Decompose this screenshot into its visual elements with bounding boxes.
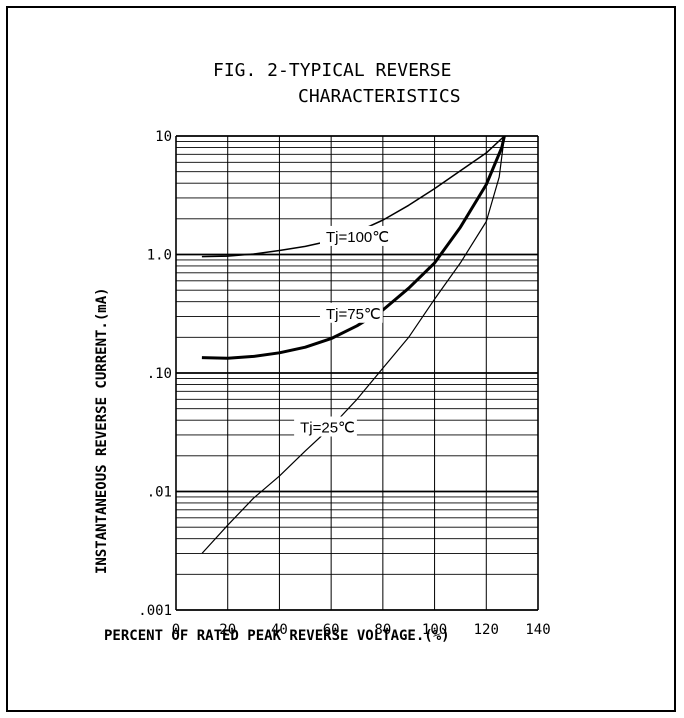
x-tick-label: 140 [525, 622, 550, 638]
y-tick-label: 10 [155, 129, 172, 145]
curve-label-bg [319, 302, 383, 323]
curve-label: Tj=100℃ [326, 229, 389, 246]
x-tick-label: 60 [323, 622, 340, 638]
curve-label: Tj=25℃ [300, 420, 355, 437]
y-tick-label: .01 [147, 485, 172, 501]
y-tick-label: 1.0 [147, 248, 172, 264]
grid [175, 135, 539, 611]
y-axis-label: INSTANTANEOUS REVERSE CURRENT.(mA) [94, 287, 110, 574]
curve-line [201, 135, 506, 360]
x-tick-label: 20 [219, 622, 236, 638]
chart-title: FIG. 2-TYPICAL REVERSE [213, 60, 451, 81]
x-axis-label: PERCENT OF RATED PEAK REVERSE VOLTAGE.(%… [104, 628, 450, 644]
chart-subtitle: CHARACTERISTICS [298, 86, 461, 107]
figure-frame: FIG. 2-TYPICAL REVERSE CHARACTERISTICS T… [6, 6, 676, 712]
x-tick-label: 0 [172, 622, 180, 638]
x-tick-label: 100 [422, 622, 447, 638]
x-tick-label: 40 [271, 622, 288, 638]
curve-labels: Tj=100℃ Tj=75℃ Tj=25℃ [294, 225, 392, 437]
y-tick-label: .10 [147, 366, 172, 382]
curve-line [201, 135, 505, 554]
curve-label-bg [319, 225, 392, 246]
y-tick-label: .001 [138, 603, 172, 619]
x-tick-label: 80 [374, 622, 391, 638]
curve-label: Tj=75℃ [326, 306, 381, 323]
x-tick-labels: 0 20 40 60 80 100 120 140 [172, 622, 551, 638]
x-tick-label: 120 [474, 622, 499, 638]
y-tick-labels: .001 .01 .10 1.0 10 [138, 129, 172, 619]
reverse-characteristics-chart: FIG. 2-TYPICAL REVERSE CHARACTERISTICS T… [94, 60, 551, 644]
curve-label-bg [294, 416, 357, 437]
